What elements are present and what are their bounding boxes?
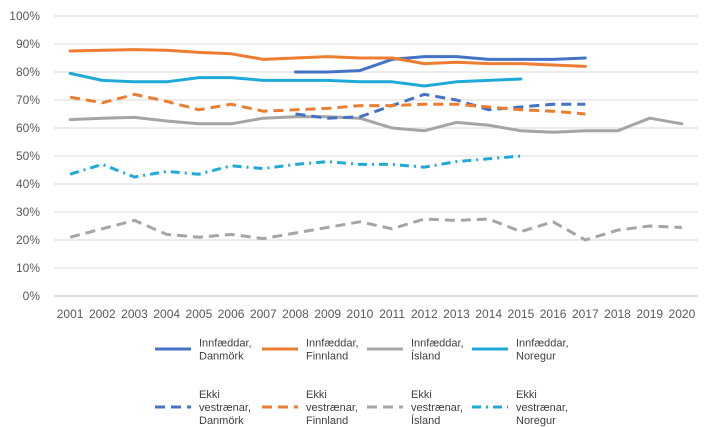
legend-item-3: Innfæddar,Ísland	[367, 338, 464, 363]
series-layer	[68, 48, 684, 242]
x-tick-label: 2016	[540, 307, 567, 321]
legend-item-4: Innfæddar,Noregur	[472, 338, 569, 363]
series-line-5	[295, 92, 586, 120]
legend-label: Noregur	[516, 415, 556, 427]
series-line-4	[68, 71, 523, 88]
x-tick-label: 2008	[282, 307, 309, 321]
series-line-2	[68, 48, 587, 68]
y-tick-label: 40%	[16, 177, 40, 191]
series-line-8	[69, 154, 522, 179]
x-tick-label: 2012	[411, 307, 438, 321]
y-tick-label: 0%	[23, 289, 41, 303]
x-axis-ticks: 2001 2002 2003 2004 2005 2006 2007 2008 2009 2010…	[57, 307, 696, 321]
legend-label: Innfæddar,	[306, 338, 359, 350]
legend-label: Innfæddar,	[199, 338, 252, 350]
legend: Innfæddar,DanmörkInnfæddar,FinnlandInnfæ…	[155, 338, 569, 427]
y-tick-label: 70%	[16, 93, 40, 107]
legend-label: vestrænar,	[516, 402, 568, 414]
legend-label: vestrænar,	[306, 402, 358, 414]
series-line-7	[69, 217, 682, 242]
x-tick-label: 2001	[57, 307, 84, 321]
x-tick-label: 2003	[121, 307, 148, 321]
x-tick-label: 2009	[314, 307, 341, 321]
y-tick-label: 60%	[16, 121, 40, 135]
x-tick-label: 2018	[604, 307, 631, 321]
x-tick-label: 2013	[443, 307, 470, 321]
series-line-1	[294, 55, 587, 74]
x-tick-label: 2017	[572, 307, 599, 321]
legend-label: vestrænar,	[199, 402, 251, 414]
y-tick-label: 100%	[9, 9, 40, 23]
y-tick-label: 30%	[16, 205, 40, 219]
y-axis-ticks: 0% 10% 20% 30% 40% 50% 60% 70% 80% 90% 100%	[9, 9, 40, 303]
series-line-6	[69, 92, 586, 116]
y-tick-label: 50%	[16, 149, 40, 163]
x-tick-label: 2015	[508, 307, 535, 321]
legend-label: Danmörk	[199, 351, 244, 363]
y-tick-label: 80%	[16, 65, 40, 79]
x-tick-label: 2004	[153, 307, 180, 321]
legend-label: Ekki	[306, 389, 327, 401]
legend-label: Noregur	[516, 351, 556, 363]
x-tick-label: 2005	[186, 307, 213, 321]
series-line-3	[68, 115, 684, 134]
legend-label: Danmörk	[199, 415, 244, 427]
legend-label: vestrænar,	[411, 402, 463, 414]
x-tick-label: 2020	[669, 307, 696, 321]
x-tick-label: 2010	[347, 307, 374, 321]
x-tick-label: 2019	[636, 307, 663, 321]
legend-label: Finnland	[306, 351, 348, 363]
legend-label: Innfæddar,	[411, 338, 464, 350]
x-tick-label: 2011	[379, 307, 405, 321]
legend-label: Ekki	[199, 389, 220, 401]
x-tick-label: 2002	[89, 307, 116, 321]
legend-label: Ísland	[411, 350, 440, 363]
legend-label: Ekki	[516, 389, 537, 401]
legend-label: Ísland	[411, 414, 440, 427]
grid-layer	[54, 15, 698, 297]
legend-label: Finnland	[306, 415, 348, 427]
legend-label: Innfæddar,	[516, 338, 569, 350]
y-tick-label: 10%	[16, 261, 40, 275]
x-tick-label: 2014	[475, 307, 502, 321]
legend-item-2: Innfæddar,Finnland	[262, 338, 359, 363]
legend-item-1: Innfæddar,Danmörk	[155, 338, 252, 363]
y-tick-label: 90%	[16, 37, 40, 51]
x-tick-label: 2006	[218, 307, 245, 321]
x-tick-label: 2007	[250, 307, 277, 321]
y-tick-label: 20%	[16, 233, 40, 247]
legend-label: Ekki	[411, 389, 432, 401]
